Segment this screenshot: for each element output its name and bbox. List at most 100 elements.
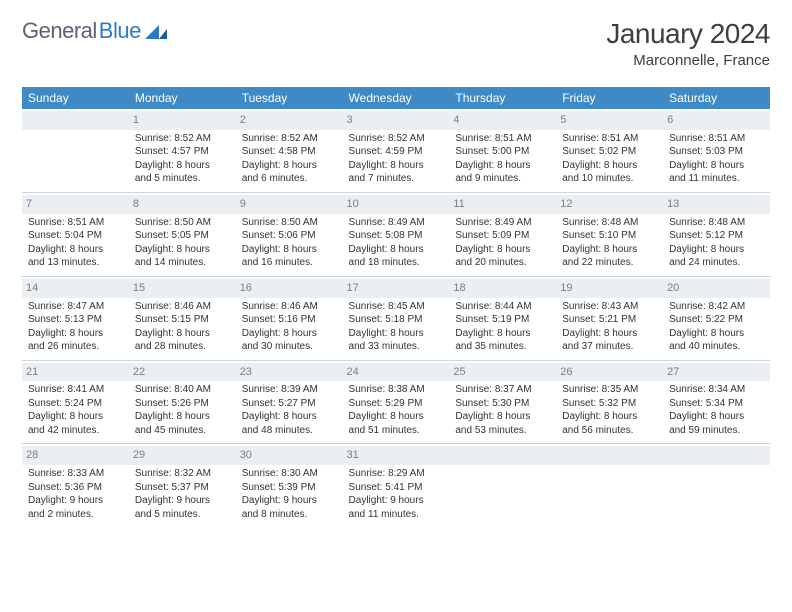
daylight-line-1: Daylight: 8 hours (455, 327, 550, 341)
sunset-line: Sunset: 5:26 PM (135, 397, 230, 411)
sunrise-line: Sunrise: 8:41 AM (28, 383, 123, 397)
daylight-line-2: and 37 minutes. (562, 340, 657, 354)
day-number: 29 (129, 446, 236, 465)
brand-logo: GeneralBlue (22, 18, 167, 44)
calendar-day-cell: 1Sunrise: 8:52 AMSunset: 4:57 PMDaylight… (129, 109, 236, 192)
sunrise-line: Sunrise: 8:40 AM (135, 383, 230, 397)
calendar-day-cell: 18Sunrise: 8:44 AMSunset: 5:19 PMDayligh… (449, 276, 556, 360)
calendar-day-cell: 15Sunrise: 8:46 AMSunset: 5:15 PMDayligh… (129, 276, 236, 360)
calendar-day-cell: 23Sunrise: 8:39 AMSunset: 5:27 PMDayligh… (236, 360, 343, 444)
day-number: 23 (236, 363, 343, 382)
location-subtitle: Marconnelle, France (606, 52, 770, 69)
daylight-line-1: Daylight: 8 hours (242, 159, 337, 173)
sunset-line: Sunset: 5:16 PM (242, 313, 337, 327)
sunrise-line: Sunrise: 8:52 AM (135, 132, 230, 146)
calendar-day-cell: 28Sunrise: 8:33 AMSunset: 5:36 PMDayligh… (22, 444, 129, 527)
daylight-line-2: and 20 minutes. (455, 256, 550, 270)
weekday-header: Thursday (449, 87, 556, 109)
day-number-empty (556, 446, 663, 465)
sunrise-line: Sunrise: 8:44 AM (455, 300, 550, 314)
calendar-body: 1Sunrise: 8:52 AMSunset: 4:57 PMDaylight… (22, 109, 770, 527)
sunrise-line: Sunrise: 8:49 AM (455, 216, 550, 230)
calendar-day-cell: 8Sunrise: 8:50 AMSunset: 5:05 PMDaylight… (129, 192, 236, 276)
day-number: 4 (449, 111, 556, 130)
calendar-day-cell: 9Sunrise: 8:50 AMSunset: 5:06 PMDaylight… (236, 192, 343, 276)
daylight-line-1: Daylight: 8 hours (242, 243, 337, 257)
daylight-line-1: Daylight: 8 hours (349, 327, 444, 341)
day-number: 6 (663, 111, 770, 130)
calendar-day-cell: 2Sunrise: 8:52 AMSunset: 4:58 PMDaylight… (236, 109, 343, 192)
daylight-line-2: and 7 minutes. (349, 172, 444, 186)
month-year-title: January 2024 (606, 18, 770, 50)
sunrise-line: Sunrise: 8:51 AM (562, 132, 657, 146)
weekday-header: Wednesday (343, 87, 450, 109)
daylight-line-2: and 35 minutes. (455, 340, 550, 354)
day-number: 20 (663, 279, 770, 298)
day-number: 24 (343, 363, 450, 382)
daylight-line-1: Daylight: 8 hours (349, 159, 444, 173)
daylight-line-2: and 16 minutes. (242, 256, 337, 270)
daylight-line-2: and 5 minutes. (135, 172, 230, 186)
sunrise-line: Sunrise: 8:51 AM (669, 132, 764, 146)
daylight-line-1: Daylight: 8 hours (455, 159, 550, 173)
sunset-line: Sunset: 5:09 PM (455, 229, 550, 243)
daylight-line-1: Daylight: 8 hours (135, 410, 230, 424)
day-number: 13 (663, 195, 770, 214)
sunset-line: Sunset: 5:00 PM (455, 145, 550, 159)
calendar-day-cell: 7Sunrise: 8:51 AMSunset: 5:04 PMDaylight… (22, 192, 129, 276)
sunrise-line: Sunrise: 8:45 AM (349, 300, 444, 314)
daylight-line-2: and 11 minutes. (349, 508, 444, 522)
sunset-line: Sunset: 5:34 PM (669, 397, 764, 411)
calendar-day-cell: 30Sunrise: 8:30 AMSunset: 5:39 PMDayligh… (236, 444, 343, 527)
calendar-day-cell: 22Sunrise: 8:40 AMSunset: 5:26 PMDayligh… (129, 360, 236, 444)
brand-triangle-icon (145, 23, 167, 39)
sunset-line: Sunset: 5:04 PM (28, 229, 123, 243)
calendar-day-cell: 16Sunrise: 8:46 AMSunset: 5:16 PMDayligh… (236, 276, 343, 360)
day-number-empty (663, 446, 770, 465)
day-number: 1 (129, 111, 236, 130)
sunset-line: Sunset: 5:24 PM (28, 397, 123, 411)
sunset-line: Sunset: 5:12 PM (669, 229, 764, 243)
sunset-line: Sunset: 5:29 PM (349, 397, 444, 411)
daylight-line-1: Daylight: 8 hours (562, 243, 657, 257)
sunset-line: Sunset: 5:32 PM (562, 397, 657, 411)
calendar-day-cell: 13Sunrise: 8:48 AMSunset: 5:12 PMDayligh… (663, 192, 770, 276)
calendar-day-cell (663, 444, 770, 527)
sunrise-line: Sunrise: 8:37 AM (455, 383, 550, 397)
sunrise-line: Sunrise: 8:51 AM (28, 216, 123, 230)
brand-part2: Blue (99, 18, 141, 44)
daylight-line-2: and 8 minutes. (242, 508, 337, 522)
sunrise-line: Sunrise: 8:30 AM (242, 467, 337, 481)
sunrise-line: Sunrise: 8:49 AM (349, 216, 444, 230)
day-number: 17 (343, 279, 450, 298)
sunset-line: Sunset: 5:36 PM (28, 481, 123, 495)
calendar-day-cell: 5Sunrise: 8:51 AMSunset: 5:02 PMDaylight… (556, 109, 663, 192)
calendar-day-cell: 27Sunrise: 8:34 AMSunset: 5:34 PMDayligh… (663, 360, 770, 444)
daylight-line-2: and 59 minutes. (669, 424, 764, 438)
title-block: January 2024 Marconnelle, France (606, 18, 770, 69)
calendar-week-row: 21Sunrise: 8:41 AMSunset: 5:24 PMDayligh… (22, 360, 770, 444)
weekday-header-row: Sunday Monday Tuesday Wednesday Thursday… (22, 87, 770, 109)
day-number: 19 (556, 279, 663, 298)
sunset-line: Sunset: 5:19 PM (455, 313, 550, 327)
sunrise-line: Sunrise: 8:39 AM (242, 383, 337, 397)
day-number: 5 (556, 111, 663, 130)
day-number: 8 (129, 195, 236, 214)
sunrise-line: Sunrise: 8:42 AM (669, 300, 764, 314)
day-number: 26 (556, 363, 663, 382)
calendar-day-cell: 14Sunrise: 8:47 AMSunset: 5:13 PMDayligh… (22, 276, 129, 360)
daylight-line-1: Daylight: 8 hours (455, 243, 550, 257)
daylight-line-1: Daylight: 8 hours (455, 410, 550, 424)
calendar-day-cell: 20Sunrise: 8:42 AMSunset: 5:22 PMDayligh… (663, 276, 770, 360)
day-number-empty (22, 111, 129, 130)
daylight-line-2: and 22 minutes. (562, 256, 657, 270)
sunrise-line: Sunrise: 8:51 AM (455, 132, 550, 146)
weekday-header: Sunday (22, 87, 129, 109)
calendar-day-cell: 10Sunrise: 8:49 AMSunset: 5:08 PMDayligh… (343, 192, 450, 276)
daylight-line-1: Daylight: 8 hours (135, 327, 230, 341)
sunset-line: Sunset: 5:06 PM (242, 229, 337, 243)
daylight-line-2: and 45 minutes. (135, 424, 230, 438)
sunset-line: Sunset: 5:39 PM (242, 481, 337, 495)
calendar-day-cell: 26Sunrise: 8:35 AMSunset: 5:32 PMDayligh… (556, 360, 663, 444)
daylight-line-2: and 18 minutes. (349, 256, 444, 270)
